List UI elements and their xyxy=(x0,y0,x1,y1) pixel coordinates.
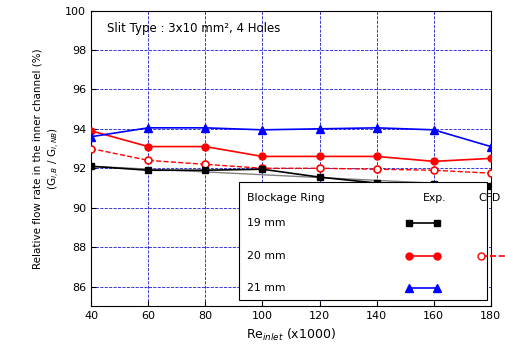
FancyBboxPatch shape xyxy=(238,182,486,300)
Text: Exp.: Exp. xyxy=(422,193,445,203)
X-axis label: Re$_{inlet}$ (x1000): Re$_{inlet}$ (x1000) xyxy=(245,327,335,343)
Text: CFD: CFD xyxy=(478,193,500,203)
Text: 21 mm: 21 mm xyxy=(246,283,285,294)
Text: 19 mm: 19 mm xyxy=(246,219,285,228)
Text: Blockage Ring: Blockage Ring xyxy=(246,193,324,203)
Y-axis label: Relative flow rate in the inner channel (%)
(G$_{i,B}$ / G$_{i,NB}$): Relative flow rate in the inner channel … xyxy=(32,48,62,269)
Text: 20 mm: 20 mm xyxy=(246,251,285,261)
Text: Slit Type : 3x10 mm², 4 Holes: Slit Type : 3x10 mm², 4 Holes xyxy=(107,23,280,36)
